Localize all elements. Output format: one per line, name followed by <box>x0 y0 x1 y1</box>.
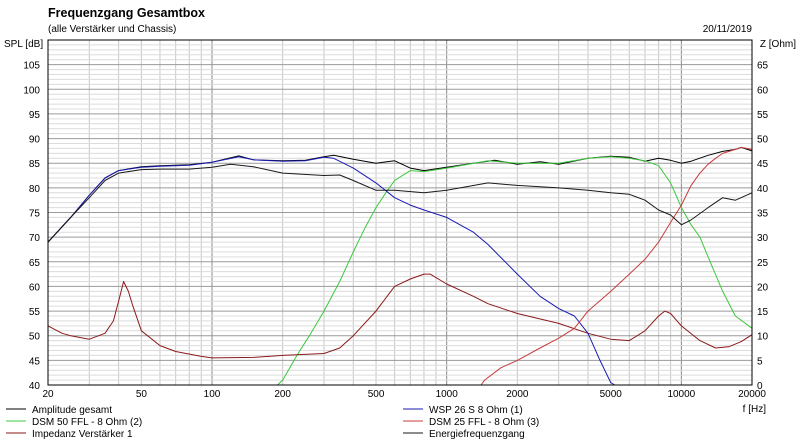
y-right-tick-label: 55 <box>757 110 769 121</box>
series-line-3 <box>47 273 753 359</box>
y-right-tick-label: 30 <box>757 233 769 244</box>
x-tick-label: 20000 <box>738 389 766 400</box>
y-right-tick-label: 35 <box>757 209 769 220</box>
y-right-tick-label: 50 <box>757 135 769 146</box>
chart-subtitle: (alle Verstärker und Chassis) <box>48 24 176 35</box>
plot-frame <box>47 39 753 386</box>
y-right-tick-label: 25 <box>757 258 769 269</box>
x-tick-label: 1000 <box>436 389 459 400</box>
x-tick-label: 200 <box>274 389 291 400</box>
y-right-tick-label: 60 <box>757 85 769 96</box>
series-line-5 <box>48 146 753 386</box>
x-tick-label: 5000 <box>600 389 623 400</box>
y-right-tick-label: 15 <box>757 307 769 318</box>
chart-date: 20/11/2019 <box>703 24 753 35</box>
y-right-tick-label: 45 <box>757 159 769 170</box>
y-left-tick-label: 90 <box>29 135 41 146</box>
y-right-tick-label: 20 <box>757 282 769 293</box>
y-left-tick-label: 105 <box>23 61 40 72</box>
legend-entry: Impedanz Verstärker 1 <box>32 429 133 440</box>
y-left-tick-label: 60 <box>29 282 41 293</box>
series-line-6 <box>47 163 753 243</box>
y-right-tick-label: 65 <box>757 61 769 72</box>
x-tick-label: 50 <box>136 389 148 400</box>
x-axis-label: f [Hz] <box>743 404 767 415</box>
x-tick-label: 100 <box>204 389 221 400</box>
y-left-tick-label: 70 <box>29 233 41 244</box>
x-tick-label: 500 <box>368 389 385 400</box>
y-right-tick-label: 5 <box>757 356 763 367</box>
y-axis-left-label: SPL [dB] <box>4 39 43 50</box>
y-left-tick-label: 50 <box>29 332 41 343</box>
grid-lines <box>48 40 752 385</box>
y-left-tick-label: 55 <box>29 307 41 318</box>
y-left-tick-label: 75 <box>29 209 41 220</box>
tick-labels: 20 50 100 200 500 1000 2000 5000 10000 2000040455… <box>23 61 768 400</box>
chart-title: Frequenzgang Gesamtbox <box>48 6 205 20</box>
series-line-2 <box>48 156 753 386</box>
legend-entry: DSM 25 FFL - 8 Ohm (3) <box>429 417 539 428</box>
legend-entry: DSM 50 FFL - 8 Ohm (2) <box>32 417 142 428</box>
legend-entry: Energiefrequenzgang <box>429 429 525 440</box>
x-tick-label: 10000 <box>667 389 695 400</box>
y-right-tick-label: 40 <box>757 184 769 195</box>
x-tick-label: 2000 <box>506 389 529 400</box>
y-right-tick-label: 0 <box>757 381 763 392</box>
y-left-tick-label: 80 <box>29 184 41 195</box>
y-left-tick-label: 85 <box>29 159 41 170</box>
legend-entry: Amplitude gesamt <box>32 405 112 416</box>
y-left-tick-label: 100 <box>23 85 40 96</box>
y-axis-right-label: Z [Ohm] <box>760 39 796 50</box>
series-line-4 <box>47 156 752 386</box>
y-left-tick-label: 95 <box>29 110 41 121</box>
x-tick-label: 20 <box>42 389 54 400</box>
legend-entry: WSP 26 S 8 Ohm (1) <box>429 405 523 416</box>
y-left-tick-label: 45 <box>29 356 41 367</box>
y-left-tick-label: 65 <box>29 258 41 269</box>
y-right-tick-label: 10 <box>757 332 769 343</box>
series-lines <box>47 146 753 386</box>
y-left-tick-label: 40 <box>29 381 41 392</box>
